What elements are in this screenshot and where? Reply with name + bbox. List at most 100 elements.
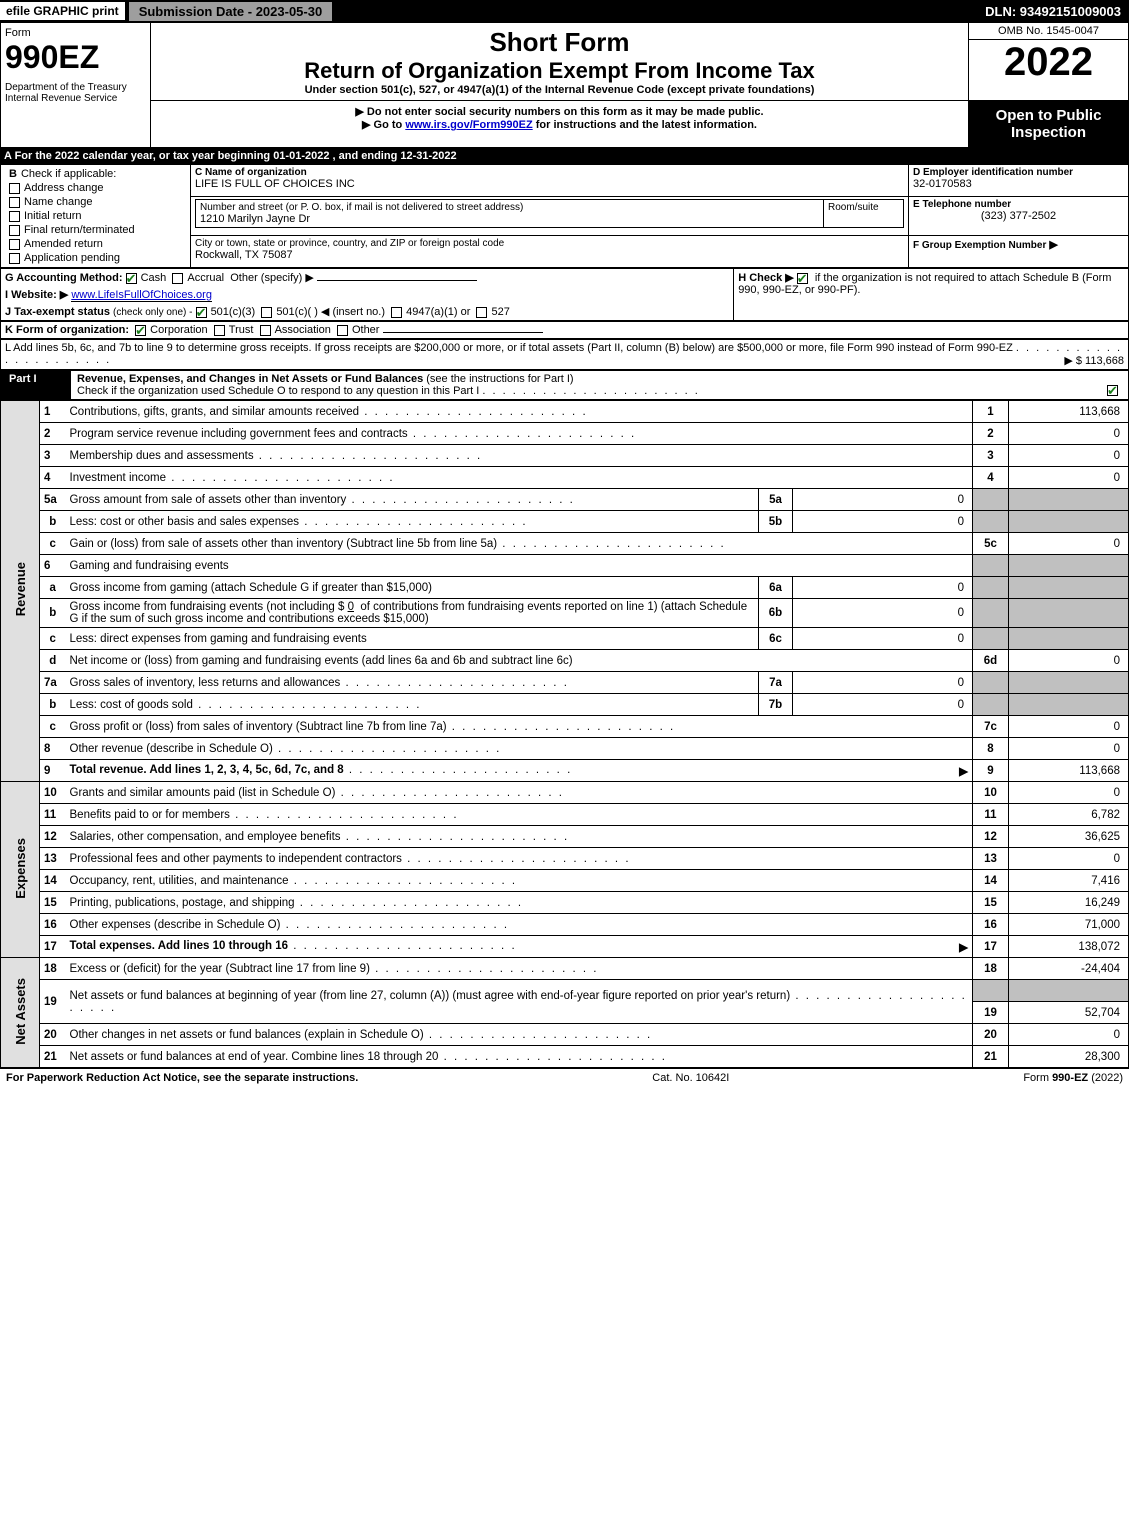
l18-col: 18 xyxy=(973,958,1009,980)
b-opt-1: Name change xyxy=(24,196,93,208)
f-arrow: ▶ xyxy=(1049,239,1057,251)
city-value: Rockwall, TX 75087 xyxy=(195,249,904,261)
checkbox-527[interactable] xyxy=(476,307,487,318)
j-opt1: 501(c)(3) xyxy=(211,306,256,318)
l17-desc: Total expenses. Add lines 10 through 16 xyxy=(70,940,289,952)
l5a-desc: Gross amount from sale of assets other t… xyxy=(70,494,347,506)
l-table: L Add lines 5b, 6c, and 7b to line 9 to … xyxy=(0,339,1129,370)
checkbox-4947[interactable] xyxy=(391,307,402,318)
g-other: Other (specify) ▶ xyxy=(230,272,314,284)
l6d-desc: Net income or (loss) from gaming and fun… xyxy=(66,650,973,672)
l6a-desc: Gross income from gaming (attach Schedul… xyxy=(66,577,759,599)
l16-col: 16 xyxy=(973,914,1009,936)
website-link[interactable]: www.LifeIsFullOfChoices.org xyxy=(71,289,212,302)
l18-num: 18 xyxy=(40,958,66,980)
l7b-grey-val xyxy=(1009,694,1129,716)
l-text: L Add lines 5b, 6c, and 7b to line 9 to … xyxy=(5,342,1013,354)
b-opt-0: Address change xyxy=(24,182,104,194)
checkbox-final-return[interactable] xyxy=(9,225,20,236)
l5c-desc: Gain or (loss) from sale of assets other… xyxy=(70,538,498,550)
c-name-cell: C Name of organization LIFE IS FULL OF C… xyxy=(191,165,909,197)
l6b-desc-cell: Gross income from fundraising events (no… xyxy=(66,599,759,628)
l7a-desc: Gross sales of inventory, less returns a… xyxy=(70,677,341,689)
form-word: Form xyxy=(5,27,146,39)
l11-desc: Benefits paid to or for members xyxy=(70,809,230,821)
footer-right-pre: Form xyxy=(1023,1072,1052,1084)
l13-col: 13 xyxy=(973,848,1009,870)
instr-goto-pre: ▶ Go to xyxy=(362,119,405,131)
checkbox-corporation[interactable] xyxy=(135,325,146,336)
l19-num: 19 xyxy=(40,980,66,1024)
l-amount: ▶ $ 113,668 xyxy=(1064,354,1124,367)
c-name-hdr: C Name of organization xyxy=(195,167,307,178)
checkbox-name-change[interactable] xyxy=(9,197,20,208)
h-pre: H Check ▶ xyxy=(738,272,794,284)
l5a-num: 5a xyxy=(40,489,66,511)
checkbox-other-org[interactable] xyxy=(337,325,348,336)
l6c-grey-val xyxy=(1009,628,1129,650)
l11-num: 11 xyxy=(40,804,66,826)
l10-num: 10 xyxy=(40,782,66,804)
l9-desc: Total revenue. Add lines 1, 2, 3, 4, 5c,… xyxy=(70,764,344,776)
i-label: I Website: ▶ xyxy=(5,289,68,301)
l6d-num: d xyxy=(40,650,66,672)
e-phone-cell: E Telephone number (323) 377-2502 xyxy=(909,197,1129,236)
l15-val: 16,249 xyxy=(1009,892,1129,914)
b-opt-3: Final return/terminated xyxy=(24,224,135,236)
l5a-sv: 0 xyxy=(793,489,973,511)
checkbox-initial-return[interactable] xyxy=(9,211,20,222)
checkbox-h[interactable] xyxy=(797,273,808,284)
checkbox-cash[interactable] xyxy=(126,273,137,284)
l5b-desc: Less: cost or other basis and sales expe… xyxy=(70,516,300,528)
instructions-cell: ▶ Do not enter social security numbers o… xyxy=(151,101,969,148)
l13-num: 13 xyxy=(40,848,66,870)
l6a-sv: 0 xyxy=(793,577,973,599)
c-street-hdr: Number and street (or P. O. box, if mail… xyxy=(200,202,819,213)
footer: For Paperwork Reduction Act Notice, see … xyxy=(0,1068,1129,1087)
l3-num: 3 xyxy=(40,445,66,467)
l6b-amt: 0 xyxy=(348,601,354,613)
checkbox-accrual[interactable] xyxy=(172,273,183,284)
l18-val: -24,404 xyxy=(1009,958,1129,980)
b-label: Check if applicable: xyxy=(21,168,116,180)
l6-grey-val xyxy=(1009,555,1129,577)
l4-col: 4 xyxy=(973,467,1009,489)
l2-desc: Program service revenue including govern… xyxy=(70,428,408,440)
l6a-sc: 6a xyxy=(759,577,793,599)
checkbox-501c3[interactable] xyxy=(196,307,207,318)
l19-grey xyxy=(973,980,1009,1002)
irs-link[interactable]: www.irs.gov/Form990EZ xyxy=(405,119,532,131)
l7b-desc: Less: cost of goods sold xyxy=(70,699,193,711)
checkbox-501c[interactable] xyxy=(261,307,272,318)
l9-num: 9 xyxy=(40,760,66,782)
l10-col: 10 xyxy=(973,782,1009,804)
l7b-num: b xyxy=(40,694,66,716)
l6c-sc: 6c xyxy=(759,628,793,650)
checkbox-amended-return[interactable] xyxy=(9,239,20,250)
checkbox-application-pending[interactable] xyxy=(9,253,20,264)
l13-val: 0 xyxy=(1009,848,1129,870)
checkbox-schedule-o[interactable] xyxy=(1107,385,1118,396)
l7a-sv: 0 xyxy=(793,672,973,694)
checkbox-trust[interactable] xyxy=(214,325,225,336)
b-opt-4: Amended return xyxy=(24,238,103,250)
header-table: Form 990EZ Department of the Treasury In… xyxy=(0,22,1129,148)
instr-ssn: ▶ Do not enter social security numbers o… xyxy=(159,105,960,118)
l14-desc: Occupancy, rent, utilities, and maintena… xyxy=(70,875,289,887)
checkbox-association[interactable] xyxy=(260,325,271,336)
g-label: G Accounting Method: xyxy=(5,272,123,284)
section-a: A For the 2022 calendar year, or tax yea… xyxy=(0,148,1129,164)
l6b-num: b xyxy=(40,599,66,628)
lines-table: Revenue 1 Contributions, gifts, grants, … xyxy=(0,400,1129,1068)
section-b-cell: BCheck if applicable: Address change Nam… xyxy=(1,165,191,268)
k-corp: Corporation xyxy=(150,324,207,336)
f-group-cell: F Group Exemption Number ▶ xyxy=(909,235,1129,267)
l5a-grey xyxy=(973,489,1009,511)
l6b-grey xyxy=(973,599,1009,628)
checkbox-address-change[interactable] xyxy=(9,183,20,194)
k-other: Other xyxy=(352,324,380,336)
part1-checkline: Check if the organization used Schedule … xyxy=(77,385,479,397)
l13-desc: Professional fees and other payments to … xyxy=(70,853,402,865)
org-name: LIFE IS FULL OF CHOICES INC xyxy=(195,178,904,190)
l7c-val: 0 xyxy=(1009,716,1129,738)
